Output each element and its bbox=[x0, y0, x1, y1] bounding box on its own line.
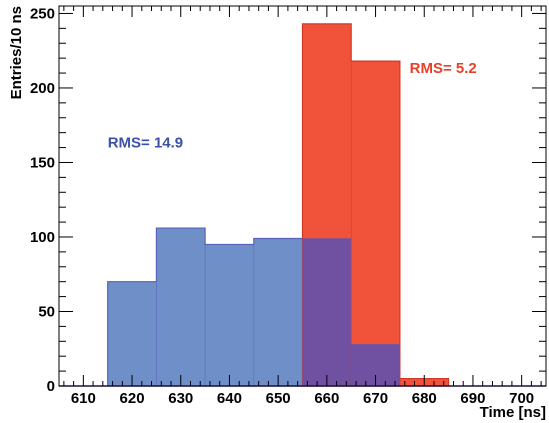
overlap-bin bbox=[302, 238, 352, 386]
y-axis-title: Entries/10 ns bbox=[8, 6, 25, 99]
x-tick-label: 700 bbox=[509, 390, 534, 407]
plot-area bbox=[59, 23, 546, 387]
x-tick-label: 610 bbox=[71, 390, 96, 407]
x-tick-label: 650 bbox=[266, 390, 291, 407]
rms-annotation-1: RMS= 14.9 bbox=[108, 135, 183, 152]
x-tick-label: 670 bbox=[363, 390, 388, 407]
y-tick-label: 150 bbox=[30, 154, 55, 171]
x-tick-label: 680 bbox=[412, 390, 437, 407]
x-tick-label: 660 bbox=[314, 390, 339, 407]
plot-frame bbox=[58, 5, 547, 387]
y-tick-label: 0 bbox=[47, 378, 55, 395]
rms-annotation-2: RMS= 5.2 bbox=[410, 60, 477, 77]
x-tick-label: 640 bbox=[217, 390, 242, 407]
x-tick-label: 630 bbox=[168, 390, 193, 407]
y-tick-label: 50 bbox=[38, 303, 55, 320]
axes: 610 620 630 640 650 660 670 680 690 700 0 50 100 150 2… bbox=[30, 5, 547, 407]
x-tick-label: 690 bbox=[460, 390, 485, 407]
x-axis-title: Time [ns] bbox=[480, 404, 546, 421]
x-tick-label: 620 bbox=[120, 390, 145, 407]
y-tick-label: 200 bbox=[30, 80, 55, 97]
y-tick-label: 100 bbox=[30, 229, 55, 246]
y-tick-label: 250 bbox=[30, 5, 55, 22]
